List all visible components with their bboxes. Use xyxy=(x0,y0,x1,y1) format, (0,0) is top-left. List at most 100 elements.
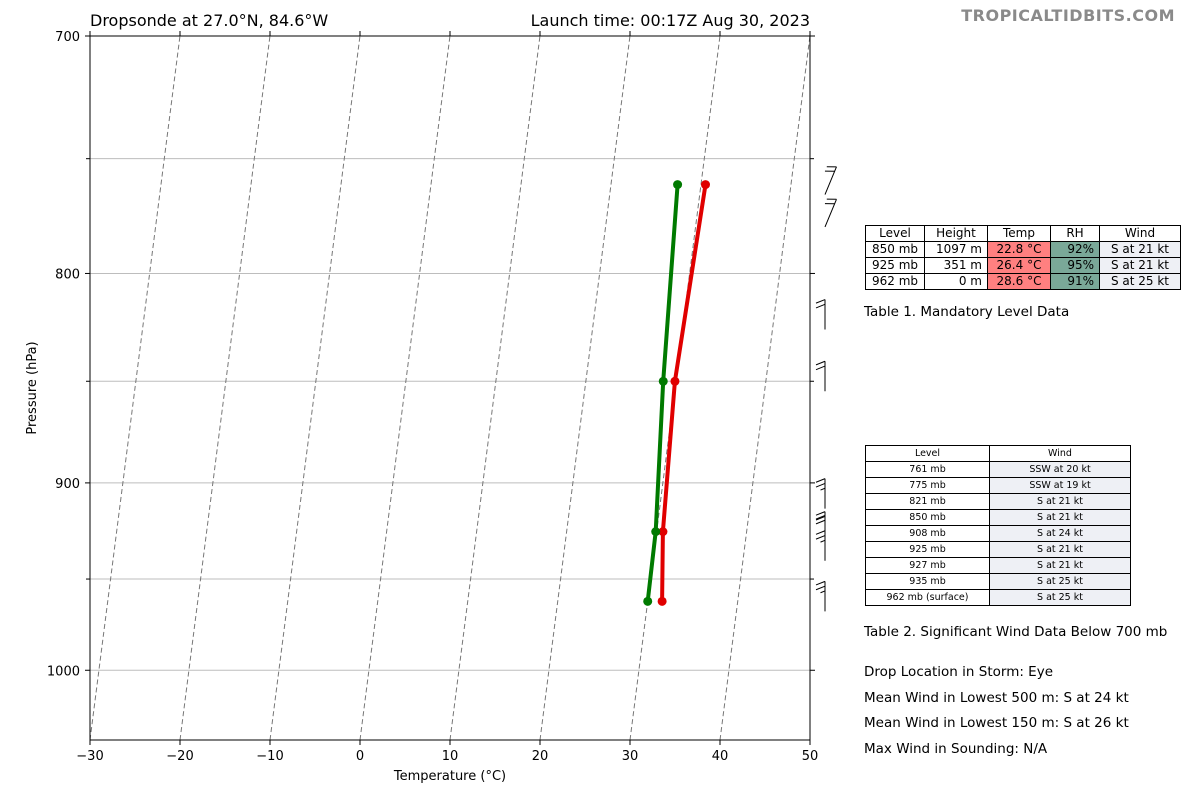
wind-barb-feather xyxy=(815,299,826,304)
isotherm-line xyxy=(719,36,810,740)
x-tick-label: 40 xyxy=(712,749,729,764)
cell-wind: S at 21 kt xyxy=(1099,257,1181,274)
temperature-point xyxy=(670,376,680,386)
header-height: Height xyxy=(924,225,988,242)
isotherm-line xyxy=(90,36,181,740)
significant-wind-table: Level Wind 761 mb SSW at 20 kt 775 mb SSW … xyxy=(865,445,1131,606)
wind-barb-feather xyxy=(815,360,826,366)
cell-wind: S at 21 kt xyxy=(989,509,1131,526)
x-tick-label: −30 xyxy=(76,749,103,764)
wind-barb-feather xyxy=(815,515,826,521)
max-wind-text: Max Wind in Sounding: N/A xyxy=(864,741,1048,757)
cell-wind: S at 25 kt xyxy=(989,589,1131,606)
cell-level: 850 mb xyxy=(865,241,925,258)
cell-temp: 26.4 °C xyxy=(987,257,1051,274)
isotherm-line xyxy=(179,36,271,740)
header-temp: Temp xyxy=(987,225,1051,242)
dewpoint-profile-line xyxy=(645,184,680,602)
isotherm-line xyxy=(359,36,451,740)
temperature-point xyxy=(658,527,668,537)
y-axis-label: Pressure (hPa) xyxy=(25,341,40,434)
wind-barb xyxy=(815,530,826,561)
cell-level: 821 mb xyxy=(865,493,990,510)
wind-barb-feather xyxy=(815,511,826,516)
wind-barb-feather xyxy=(815,580,826,586)
cell-level: 761 mb xyxy=(865,461,990,478)
header-level: Level xyxy=(865,445,990,462)
cell-level: 775 mb xyxy=(865,477,990,494)
wind-barb xyxy=(824,166,837,195)
y-tick-label: 1000 xyxy=(47,664,80,679)
cell-wind: SSW at 19 kt xyxy=(989,477,1131,494)
table-row: 850 mb 1097 m 22.8 °C 92% S at 21 kt xyxy=(865,241,1181,258)
dewpoint-point xyxy=(673,180,683,190)
isotherm-line xyxy=(269,36,361,740)
wind-barb-feather xyxy=(815,482,826,488)
wind-barb xyxy=(815,478,826,509)
x-tick-label: 50 xyxy=(802,749,819,764)
y-tick-label: 700 xyxy=(55,30,80,45)
x-tick-label: 10 xyxy=(442,749,459,764)
x-tick-label: −10 xyxy=(256,749,283,764)
table-row: 925 mb 351 m 26.4 °C 95% S at 21 kt xyxy=(865,257,1181,274)
wind-barb-feather xyxy=(815,514,826,520)
table-header-row: Level Height Temp RH Wind xyxy=(865,225,1181,242)
site-watermark: TROPICALTIDBITS.COM xyxy=(961,6,1175,25)
cell-height: 1097 m xyxy=(924,241,988,258)
table-row: 850 mb S at 21 kt xyxy=(865,509,1131,526)
table-row: 821 mb S at 21 kt xyxy=(865,493,1131,510)
y-tick-label: 800 xyxy=(55,267,80,282)
chart-title-location: Dropsonde at 27.0°N, 84.6°W xyxy=(90,11,329,30)
cell-rh: 91% xyxy=(1050,273,1100,290)
cell-wind: S at 25 kt xyxy=(1099,273,1181,290)
table2-caption: Table 2. Significant Wind Data Below 700… xyxy=(864,624,1168,640)
cell-wind: S at 25 kt xyxy=(989,573,1131,590)
cell-wind: S at 21 kt xyxy=(989,557,1131,574)
wind-barb-half-feather xyxy=(820,539,826,543)
cell-level: 908 mb xyxy=(865,525,990,542)
wind-barb-feather xyxy=(815,530,826,535)
wind-barb-feather xyxy=(815,535,826,540)
y-tick-label: 900 xyxy=(55,477,80,492)
temperature-point xyxy=(657,596,667,606)
wind-barb xyxy=(824,198,837,228)
cell-level: 962 mb (surface) xyxy=(865,589,990,606)
x-tick-label: −20 xyxy=(166,749,193,764)
cell-temp: 22.8 °C xyxy=(987,241,1051,258)
wind-barb xyxy=(815,360,826,392)
header-wind: Wind xyxy=(1099,225,1181,242)
wind-barb-feather xyxy=(815,519,826,525)
cell-wind: S at 21 kt xyxy=(989,541,1131,558)
mean-wind-500m-text: Mean Wind in Lowest 500 m: S at 24 kt xyxy=(864,690,1129,706)
header-level: Level xyxy=(865,225,925,242)
table1-caption: Table 1. Mandatory Level Data xyxy=(864,304,1070,320)
wind-barb-feather xyxy=(815,303,826,309)
plot-frame xyxy=(89,35,811,741)
table-row: 962 mb 0 m 28.6 °C 91% S at 25 kt xyxy=(865,273,1181,290)
cell-wind: S at 21 kt xyxy=(989,493,1131,510)
dewpoint-point xyxy=(643,596,653,606)
wind-barb-half-feather xyxy=(820,487,826,491)
dewpoint-point xyxy=(651,527,661,537)
x-axis-label: Temperature (°C) xyxy=(393,769,506,784)
mandatory-level-table: Level Height Temp RH Wind 850 mb 1097 m … xyxy=(865,225,1181,290)
cell-level: 850 mb xyxy=(865,509,990,526)
cell-level: 927 mb xyxy=(865,557,990,574)
cell-wind: SSW at 20 kt xyxy=(989,461,1131,478)
cell-wind: S at 24 kt xyxy=(989,525,1131,542)
header-rh: RH xyxy=(1050,225,1100,242)
x-tick-label: 20 xyxy=(532,749,549,764)
mean-wind-150m-text: Mean Wind in Lowest 150 m: S at 26 kt xyxy=(864,715,1129,731)
skewt-chart: −30 −20 −10 0 10 20 30 40 50 700 800 900 1000 Temper… xyxy=(25,30,837,784)
wind-barb xyxy=(815,299,826,330)
cell-rh: 92% xyxy=(1050,241,1100,258)
table-row: 927 mb S at 21 kt xyxy=(865,557,1131,574)
table-row: 935 mb S at 25 kt xyxy=(865,573,1131,590)
wind-barb-feather xyxy=(815,365,826,371)
cell-level: 925 mb xyxy=(865,541,990,558)
cell-level: 935 mb xyxy=(865,573,990,590)
temperature-point xyxy=(700,180,710,190)
isotherm-line xyxy=(449,36,541,740)
table-row: 761 mb SSW at 20 kt xyxy=(865,461,1131,478)
isotherm-line xyxy=(539,36,631,740)
